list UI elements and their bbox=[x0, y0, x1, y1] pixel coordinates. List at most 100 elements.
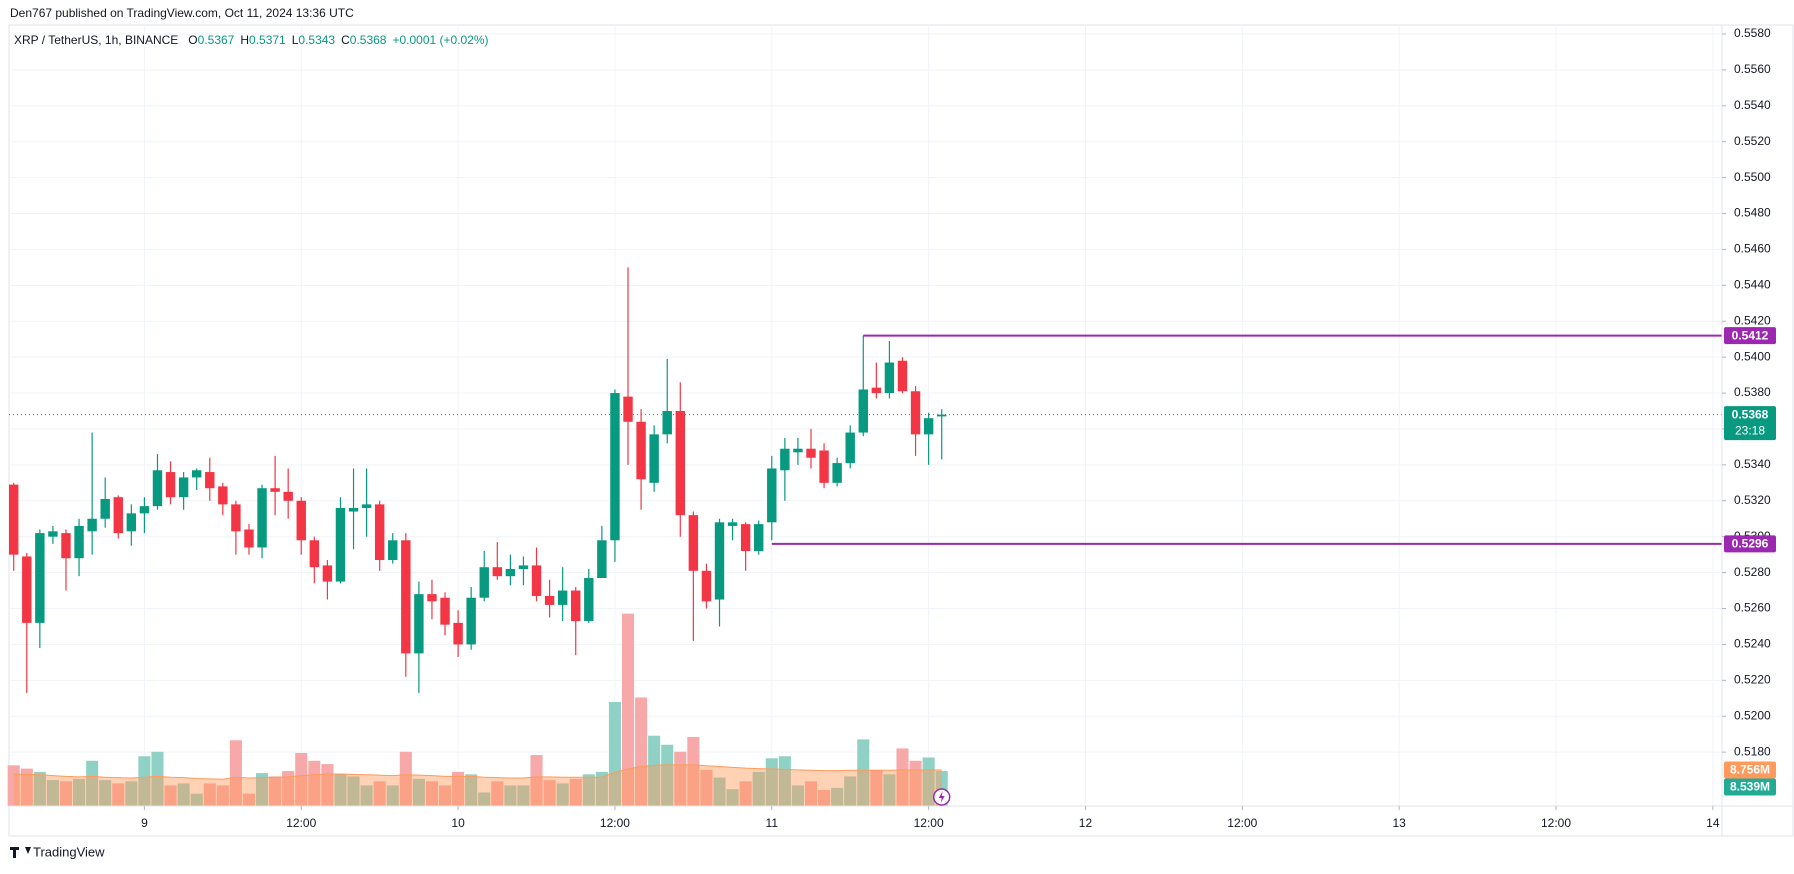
y-tick-label: 0.5560 bbox=[1734, 62, 1771, 76]
close-value: 0.5368 bbox=[350, 33, 387, 47]
x-tick-label: 12:00 bbox=[600, 816, 630, 830]
volume-bar bbox=[151, 751, 164, 806]
y-tick-label: 0.5320 bbox=[1734, 493, 1771, 507]
event-icon bbox=[938, 791, 945, 803]
y-tick-label: 0.5520 bbox=[1734, 134, 1771, 148]
candle-body bbox=[309, 540, 320, 568]
volume-ma-area bbox=[13, 764, 942, 806]
level-tag bbox=[1724, 535, 1776, 553]
volume-bar bbox=[86, 760, 99, 806]
candle-body bbox=[727, 522, 738, 526]
published-note: Den767 published on TradingView.com, Oct… bbox=[10, 6, 354, 20]
volume-bar bbox=[465, 774, 478, 806]
candle-body bbox=[113, 497, 123, 534]
candle-body bbox=[767, 468, 777, 523]
volume-bar bbox=[804, 781, 818, 806]
x-tick-label: 10 bbox=[451, 816, 465, 830]
candle-body bbox=[401, 540, 411, 654]
x-tick-label: 12:00 bbox=[1541, 816, 1571, 830]
volume-bar bbox=[347, 776, 360, 806]
x-tick-label: 12:00 bbox=[1227, 816, 1257, 830]
candle-body bbox=[832, 463, 842, 483]
level-tag bbox=[1724, 327, 1776, 345]
volume-bar bbox=[20, 768, 33, 806]
y-tick-label: 0.5260 bbox=[1734, 601, 1771, 615]
volume-bar bbox=[112, 783, 125, 806]
candle-body bbox=[61, 533, 71, 559]
candle-body bbox=[740, 524, 751, 552]
candle-body bbox=[152, 470, 163, 507]
candle-body bbox=[884, 362, 895, 394]
volume-bar bbox=[308, 760, 321, 806]
ohlc-letter: H bbox=[240, 33, 249, 47]
y-tick-label: 0.5180 bbox=[1734, 744, 1771, 758]
x-tick-label: 14 bbox=[1706, 816, 1720, 830]
volume-bar bbox=[7, 765, 20, 806]
candle-body bbox=[714, 522, 725, 600]
volume-bar bbox=[844, 776, 857, 806]
logo-shape bbox=[21, 847, 31, 854]
candles-layer bbox=[9, 267, 947, 693]
volume-bar bbox=[412, 778, 425, 806]
x-tick-label: 12 bbox=[1079, 816, 1093, 830]
volume-bar bbox=[700, 769, 713, 806]
volume-bar bbox=[138, 756, 151, 806]
candle-body bbox=[610, 393, 620, 541]
volume-bar bbox=[59, 781, 73, 806]
volume-bar bbox=[360, 785, 373, 806]
volume-bar bbox=[752, 771, 765, 806]
x-tick-label: 12:00 bbox=[914, 816, 944, 830]
candle-body bbox=[492, 567, 503, 577]
volume-bar bbox=[713, 777, 726, 806]
y-tick-label: 0.5340 bbox=[1734, 457, 1771, 471]
volume-bar bbox=[818, 789, 831, 806]
volume-bar bbox=[282, 771, 295, 806]
volume-bar bbox=[164, 785, 177, 806]
volume-bar bbox=[491, 781, 504, 806]
candle-body bbox=[218, 486, 228, 505]
volume-tag bbox=[1724, 778, 1776, 796]
candle-body bbox=[348, 507, 359, 512]
candle-body bbox=[335, 507, 346, 582]
volume-label: 8.539M bbox=[1730, 780, 1770, 794]
level-tag-label: 0.5296 bbox=[1732, 537, 1769, 551]
axis-layer: 0.5180 0.5200 0.5220 0.5240 0.5260 0.5280 0.53… bbox=[9, 25, 1793, 836]
candle-body bbox=[139, 506, 150, 514]
volume-bar bbox=[556, 783, 569, 806]
candle-body bbox=[205, 472, 215, 489]
candle-body bbox=[191, 470, 202, 478]
volume-bar bbox=[504, 785, 517, 806]
ohlc-letter: L bbox=[292, 33, 299, 47]
candle-body bbox=[231, 504, 241, 532]
chart-frame bbox=[8, 24, 1794, 837]
candle-body bbox=[270, 488, 280, 492]
candle-body bbox=[649, 434, 659, 483]
x-tick-label: 12:00 bbox=[286, 816, 316, 830]
candle-body bbox=[9, 484, 19, 555]
y-tick-label: 0.5420 bbox=[1734, 313, 1771, 327]
candle-body bbox=[518, 565, 529, 570]
candle-body bbox=[662, 411, 672, 435]
candle-body bbox=[571, 590, 581, 622]
volume-bar bbox=[595, 771, 608, 806]
countdown: 23:18 bbox=[1735, 423, 1765, 437]
volume-bar bbox=[386, 785, 399, 806]
volume-bar bbox=[438, 785, 452, 806]
y-tick-label: 0.5500 bbox=[1734, 170, 1771, 184]
symbol: XRP / TetherUS, 1h, BINANCE bbox=[14, 33, 178, 47]
candle-body bbox=[22, 556, 32, 623]
candle-body bbox=[845, 432, 855, 464]
volume-bar bbox=[870, 769, 883, 806]
volume-bar bbox=[530, 755, 543, 806]
volume-bar bbox=[543, 780, 556, 806]
candle-body bbox=[701, 570, 712, 602]
candle-body bbox=[910, 391, 921, 435]
candle-body bbox=[636, 421, 646, 480]
footer-logo: TradingView bbox=[10, 844, 105, 859]
volume-bar bbox=[739, 781, 752, 806]
candle-body bbox=[557, 590, 568, 605]
volume-bar bbox=[334, 774, 347, 806]
logo-shape bbox=[10, 847, 19, 858]
y-tick-label: 0.5220 bbox=[1734, 672, 1771, 686]
last-price-label: 0.5368 bbox=[1732, 407, 1769, 421]
